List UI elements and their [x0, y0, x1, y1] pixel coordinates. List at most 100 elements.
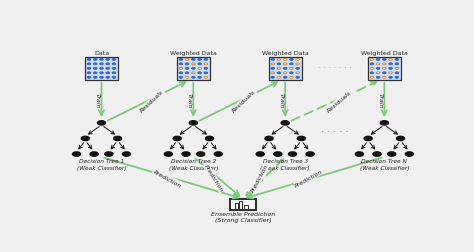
Circle shape [296, 77, 300, 79]
Text: · · · · · · ·: · · · · · · · [318, 64, 352, 73]
Circle shape [100, 77, 103, 79]
Circle shape [380, 121, 388, 125]
Bar [239, 202, 242, 209]
Text: Train: Train [95, 93, 100, 108]
Bar [244, 205, 247, 209]
Circle shape [179, 73, 182, 75]
Text: Prediction: Prediction [294, 168, 324, 188]
Circle shape [356, 152, 364, 156]
Circle shape [389, 64, 392, 66]
Circle shape [281, 121, 289, 125]
Circle shape [185, 68, 189, 70]
Circle shape [189, 121, 197, 125]
FancyBboxPatch shape [368, 57, 401, 81]
Text: Residuals: Residuals [326, 90, 352, 113]
Circle shape [122, 152, 130, 156]
Circle shape [179, 59, 182, 61]
Text: Train: Train [377, 93, 383, 108]
Circle shape [185, 64, 189, 66]
Circle shape [100, 64, 103, 66]
FancyBboxPatch shape [269, 57, 301, 81]
Text: Weighted Data: Weighted Data [361, 51, 408, 55]
Circle shape [93, 64, 97, 66]
Circle shape [93, 59, 97, 61]
Circle shape [164, 152, 173, 156]
Circle shape [376, 77, 380, 79]
Circle shape [265, 137, 273, 141]
Circle shape [191, 59, 195, 61]
Text: Prediction: Prediction [153, 168, 183, 188]
Text: Decision Tree 1
(Weak Classifier): Decision Tree 1 (Weak Classifier) [77, 159, 126, 170]
Circle shape [106, 64, 109, 66]
Circle shape [277, 64, 281, 66]
Text: Prediction: Prediction [250, 163, 269, 193]
Circle shape [283, 77, 287, 79]
Circle shape [93, 77, 97, 79]
Circle shape [87, 73, 91, 75]
Circle shape [283, 68, 287, 70]
Circle shape [198, 77, 201, 79]
Circle shape [274, 152, 282, 156]
FancyBboxPatch shape [177, 57, 210, 81]
Circle shape [197, 152, 205, 156]
Text: Train: Train [278, 93, 283, 108]
Circle shape [179, 64, 182, 66]
FancyBboxPatch shape [230, 199, 256, 211]
Circle shape [271, 77, 274, 79]
Circle shape [93, 68, 97, 70]
Circle shape [87, 64, 91, 66]
Circle shape [370, 73, 374, 75]
Circle shape [389, 68, 392, 70]
Circle shape [364, 137, 372, 141]
Bar [235, 203, 238, 209]
Circle shape [290, 64, 293, 66]
Text: · · · · ·: · · · · · [321, 126, 348, 136]
Circle shape [205, 137, 213, 141]
Circle shape [296, 68, 300, 70]
Circle shape [90, 152, 98, 156]
Circle shape [271, 68, 274, 70]
Circle shape [106, 77, 109, 79]
Circle shape [179, 77, 182, 79]
Circle shape [87, 77, 91, 79]
Circle shape [396, 137, 405, 141]
Circle shape [198, 59, 201, 61]
Circle shape [173, 137, 181, 141]
Circle shape [191, 77, 195, 79]
Circle shape [98, 121, 106, 125]
Circle shape [256, 152, 264, 156]
Circle shape [290, 59, 293, 61]
Circle shape [389, 77, 392, 79]
Circle shape [105, 152, 113, 156]
Circle shape [204, 59, 208, 61]
Text: Decision Tree 2
(Weak Classifier): Decision Tree 2 (Weak Classifier) [169, 159, 218, 170]
Text: Prediction: Prediction [203, 164, 224, 193]
Circle shape [198, 73, 201, 75]
Text: Residuals: Residuals [139, 89, 164, 114]
Circle shape [289, 152, 297, 156]
Circle shape [290, 73, 293, 75]
Circle shape [106, 73, 109, 75]
Circle shape [277, 73, 281, 75]
Circle shape [198, 64, 201, 66]
Circle shape [204, 68, 208, 70]
Circle shape [87, 68, 91, 70]
Circle shape [93, 73, 97, 75]
Circle shape [204, 73, 208, 75]
Circle shape [182, 152, 190, 156]
Circle shape [395, 73, 399, 75]
Circle shape [191, 68, 195, 70]
Circle shape [388, 152, 396, 156]
Text: Data: Data [94, 51, 109, 55]
Text: Weighted Data: Weighted Data [170, 51, 217, 55]
Circle shape [271, 59, 274, 61]
Circle shape [112, 59, 116, 61]
Text: Decision Tree N
(Weak Classifier): Decision Tree N (Weak Classifier) [360, 159, 409, 170]
Circle shape [405, 152, 413, 156]
Circle shape [214, 152, 222, 156]
Circle shape [376, 59, 380, 61]
Circle shape [297, 137, 305, 141]
Circle shape [395, 77, 399, 79]
Circle shape [306, 152, 314, 156]
Text: Ensemble Prediction
(Strong Classifier): Ensemble Prediction (Strong Classifier) [211, 211, 275, 223]
